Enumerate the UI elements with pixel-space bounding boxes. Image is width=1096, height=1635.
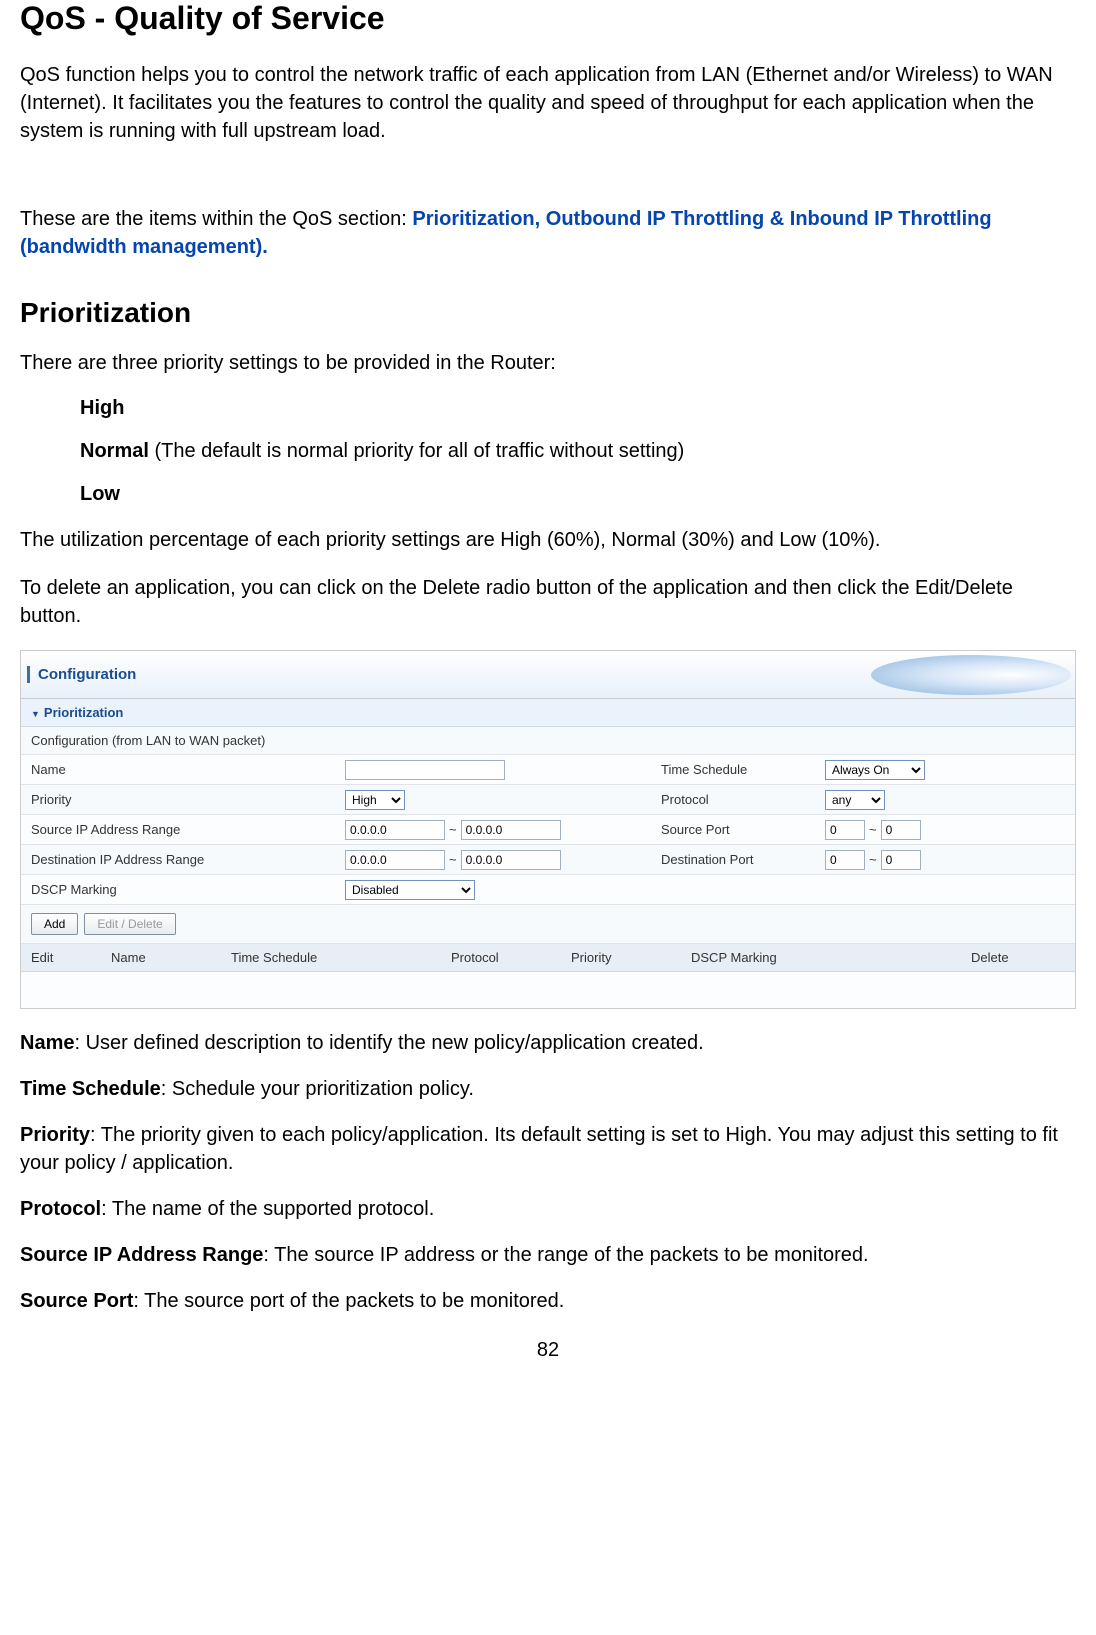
priority-normal-rest: (The default is normal priority for all … <box>149 440 684 462</box>
label-dest-port: Destination Port <box>651 846 821 873</box>
config-header-title: Configuration <box>27 666 136 683</box>
input-source-ip-to[interactable] <box>461 820 561 840</box>
label-source-ip: Source IP Address Range <box>21 816 341 843</box>
def-source-port: Source Port: The source port of the pack… <box>20 1287 1076 1315</box>
th-protocol: Protocol <box>441 944 561 971</box>
input-name[interactable] <box>345 760 505 780</box>
label-priority: Priority <box>21 786 341 813</box>
select-dscp[interactable]: Disabled <box>345 880 475 900</box>
definitions-block: Name: User defined description to identi… <box>20 1029 1076 1315</box>
th-edit: Edit <box>21 944 101 971</box>
input-dest-port-from[interactable] <box>825 850 865 870</box>
input-source-port-to[interactable] <box>881 820 921 840</box>
label-dest-ip: Destination IP Address Range <box>21 846 341 873</box>
label-protocol: Protocol <box>651 786 821 813</box>
edit-delete-button[interactable]: Edit / Delete <box>84 913 175 935</box>
def-priority: Priority: The priority given to each pol… <box>20 1121 1076 1177</box>
items-intro-prefix: These are the items within the QoS secti… <box>20 208 412 230</box>
input-dest-ip-from[interactable] <box>345 850 445 870</box>
input-source-ip-from[interactable] <box>345 820 445 840</box>
prioritization-intro: There are three priority settings to be … <box>20 349 1076 377</box>
priority-high: High <box>80 397 124 419</box>
def-name: Name: User defined description to identi… <box>20 1029 1076 1057</box>
empty-table-body <box>21 972 1075 1008</box>
def-time-schedule: Time Schedule: Schedule your prioritizat… <box>20 1075 1076 1103</box>
input-dest-port-to[interactable] <box>881 850 921 870</box>
row-dest-ip: Destination IP Address Range ~ Destinati… <box>21 845 1075 875</box>
row-source-ip: Source IP Address Range ~ Source Port ~ <box>21 815 1075 845</box>
priority-normal-bold: Normal <box>80 440 149 462</box>
row-name: Name Time Schedule Always On <box>21 755 1075 785</box>
input-source-port-from[interactable] <box>825 820 865 840</box>
tilde-icon: ~ <box>869 822 877 837</box>
header-graphic <box>871 655 1071 695</box>
def-protocol: Protocol: The name of the supported prot… <box>20 1195 1076 1223</box>
intro-paragraph: QoS function helps you to control the ne… <box>20 61 1076 145</box>
label-name: Name <box>21 756 341 783</box>
page-number: 82 <box>20 1339 1076 1362</box>
prioritization-section-header[interactable]: Prioritization <box>21 699 1075 727</box>
config-header: Configuration <box>21 651 1075 699</box>
add-button[interactable]: Add <box>31 913 78 935</box>
page-title: QoS - Quality of Service <box>20 0 1076 37</box>
utilization-text: The utilization percentage of each prior… <box>20 526 1076 554</box>
select-protocol[interactable]: any <box>825 790 885 810</box>
delete-text: To delete an application, you can click … <box>20 574 1076 630</box>
table-header-row: Edit Name Time Schedule Protocol Priorit… <box>21 944 1075 972</box>
tilde-icon: ~ <box>449 852 457 867</box>
select-time-schedule[interactable]: Always On <box>825 760 925 780</box>
priority-low: Low <box>80 483 120 505</box>
tilde-icon: ~ <box>449 822 457 837</box>
tilde-icon: ~ <box>869 852 877 867</box>
label-source-port: Source Port <box>651 816 821 843</box>
label-dscp: DSCP Marking <box>21 876 341 903</box>
row-dscp: DSCP Marking Disabled <box>21 875 1075 905</box>
th-name: Name <box>101 944 221 971</box>
configuration-panel: Configuration Prioritization Configurati… <box>20 650 1076 1009</box>
items-intro: These are the items within the QoS secti… <box>20 205 1076 261</box>
label-time-schedule: Time Schedule <box>651 756 821 783</box>
row-priority: Priority High Protocol any <box>21 785 1075 815</box>
config-subtitle: Configuration (from LAN to WAN packet) <box>21 727 1075 755</box>
th-timeschedule: Time Schedule <box>221 944 441 971</box>
prioritization-heading: Prioritization <box>20 297 1076 329</box>
button-row: Add Edit / Delete <box>21 905 1075 944</box>
th-delete: Delete <box>961 944 1075 971</box>
th-dscp: DSCP Marking <box>681 944 961 971</box>
input-dest-ip-to[interactable] <box>461 850 561 870</box>
select-priority[interactable]: High <box>345 790 405 810</box>
def-source-ip: Source IP Address Range: The source IP a… <box>20 1241 1076 1269</box>
priority-list: High Normal (The default is normal prior… <box>80 397 1076 506</box>
th-priority: Priority <box>561 944 681 971</box>
